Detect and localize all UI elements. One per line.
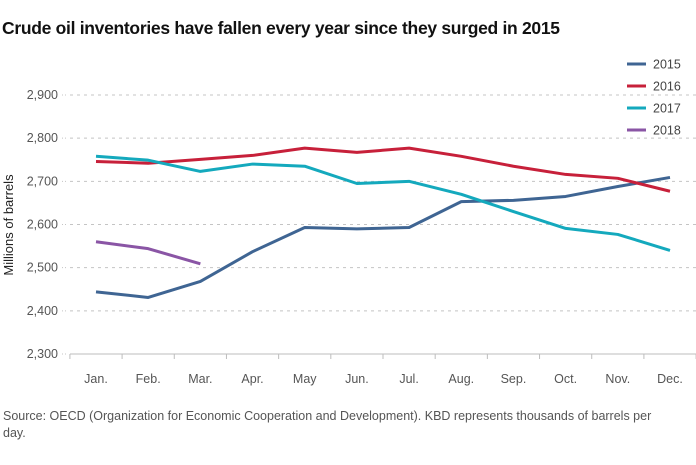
source-note: Source: OECD (Organization for Economic … (3, 409, 652, 440)
series-line-2015 (95, 175, 671, 299)
y-tick-label: 2,500 (27, 261, 58, 275)
legend-item-2018: 2018 (627, 124, 681, 138)
x-tick-label: Oct. (554, 372, 577, 386)
x-tick-label: Nov. (605, 372, 630, 386)
legend: 2015 2016 2017 2018 (627, 58, 681, 138)
y-tick-label: 2,400 (27, 304, 58, 318)
x-tick-label: May (293, 372, 317, 386)
y-tick-label: 2,900 (27, 88, 58, 102)
series-lines (95, 146, 671, 299)
y-tick-label: 2,800 (27, 131, 58, 145)
series-line-2016 (95, 146, 671, 193)
legend-item-2016: 2016 (627, 80, 681, 94)
legend-label: 2015 (653, 58, 681, 72)
x-tick-label: Jan. (84, 372, 108, 386)
y-tick-label: 2,600 (27, 218, 58, 232)
chart-title: Crude oil inventories have fallen every … (2, 18, 560, 38)
x-tick-label: Feb. (136, 372, 161, 386)
y-tick-label: 2,700 (27, 174, 58, 188)
x-tick-label: Jul. (399, 372, 418, 386)
y-axis-title: Millions of barrels (1, 174, 16, 276)
y-axis: 2,300 2,400 2,500 2,600 2,700 2,800 2,900 (27, 88, 66, 361)
x-tick-label: Dec. (657, 372, 683, 386)
legend-item-2015: 2015 (627, 58, 681, 72)
legend-item-2017: 2017 (627, 102, 681, 116)
x-tick-label: Aug. (448, 372, 474, 386)
x-tick-label: Sep. (501, 372, 527, 386)
series-line-2017 (95, 154, 671, 252)
gridlines (70, 94, 696, 312)
legend-label: 2018 (653, 124, 681, 138)
series-line-2018 (95, 240, 201, 266)
x-axis: Jan. Feb. Mar. Apr. May Jun. Jul. Aug. Sep. Oct. N… (69, 353, 696, 386)
x-tick-label: Mar. (188, 372, 212, 386)
x-tick-label: Apr. (241, 372, 263, 386)
y-tick-label: 2,300 (27, 347, 58, 361)
legend-label: 2016 (653, 80, 681, 94)
x-tick-label: Jun. (345, 372, 369, 386)
legend-label: 2017 (653, 102, 681, 116)
